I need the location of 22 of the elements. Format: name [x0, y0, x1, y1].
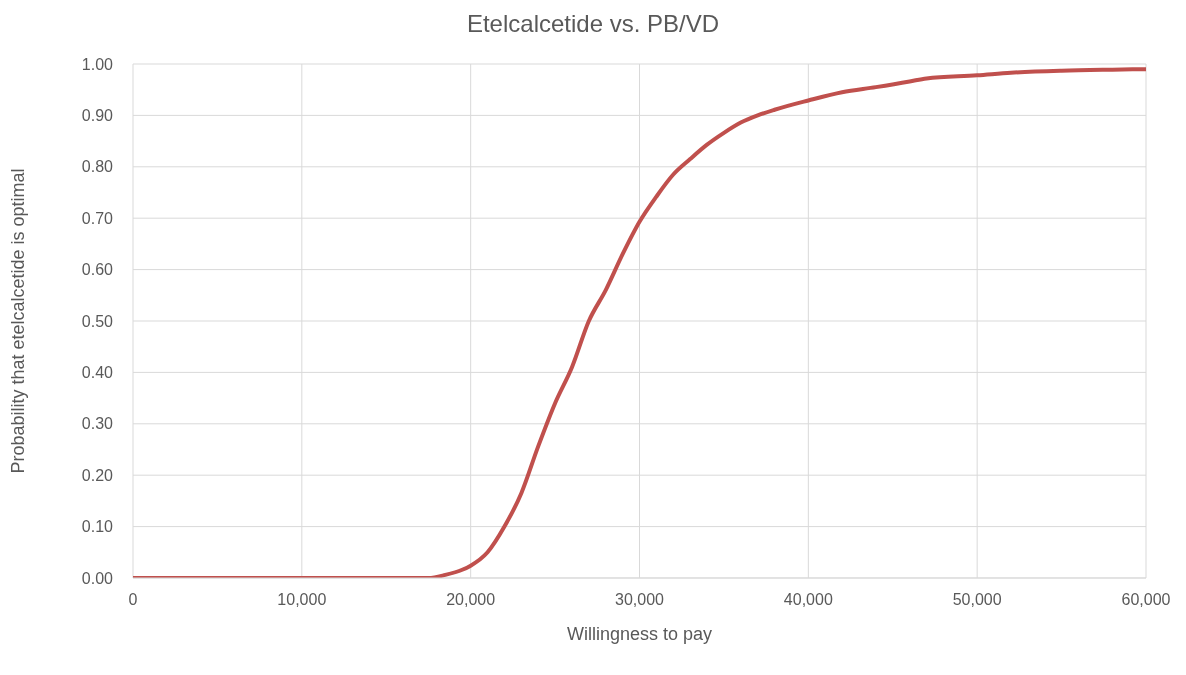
y-axis-title: Probability that etelcalcetide is optimal: [8, 168, 29, 474]
y-tick-label: 0.30: [81, 415, 114, 433]
y-tick-label: 0.80: [81, 158, 114, 176]
x-tick-label: 0: [128, 591, 138, 609]
y-tick-label: 1.00: [81, 55, 114, 73]
x-tick-label: 30,000: [615, 591, 665, 609]
x-tick-label: 60,000: [1121, 591, 1171, 609]
y-tick-label: 0.70: [81, 209, 114, 227]
x-tick-label: 10,000: [277, 591, 327, 609]
x-tick-label: 40,000: [783, 591, 833, 609]
y-tick-label: 0.40: [81, 364, 114, 382]
y-tick-label: 0.60: [81, 261, 114, 279]
y-tick-label: 0.50: [81, 312, 114, 330]
y-tick-label: 0.90: [81, 107, 114, 125]
x-tick-label: 50,000: [952, 591, 1002, 609]
chart-title: Etelcalcetide vs. PB/VD: [465, 10, 721, 38]
y-tick-label: 0.00: [81, 569, 114, 587]
y-tick-label: 0.20: [81, 466, 114, 484]
line-series: [133, 67, 1146, 578]
x-tick-label: 20,000: [446, 591, 496, 609]
x-axis-title: Willingness to pay: [566, 624, 713, 644]
y-tick-label: 0.10: [81, 518, 114, 536]
